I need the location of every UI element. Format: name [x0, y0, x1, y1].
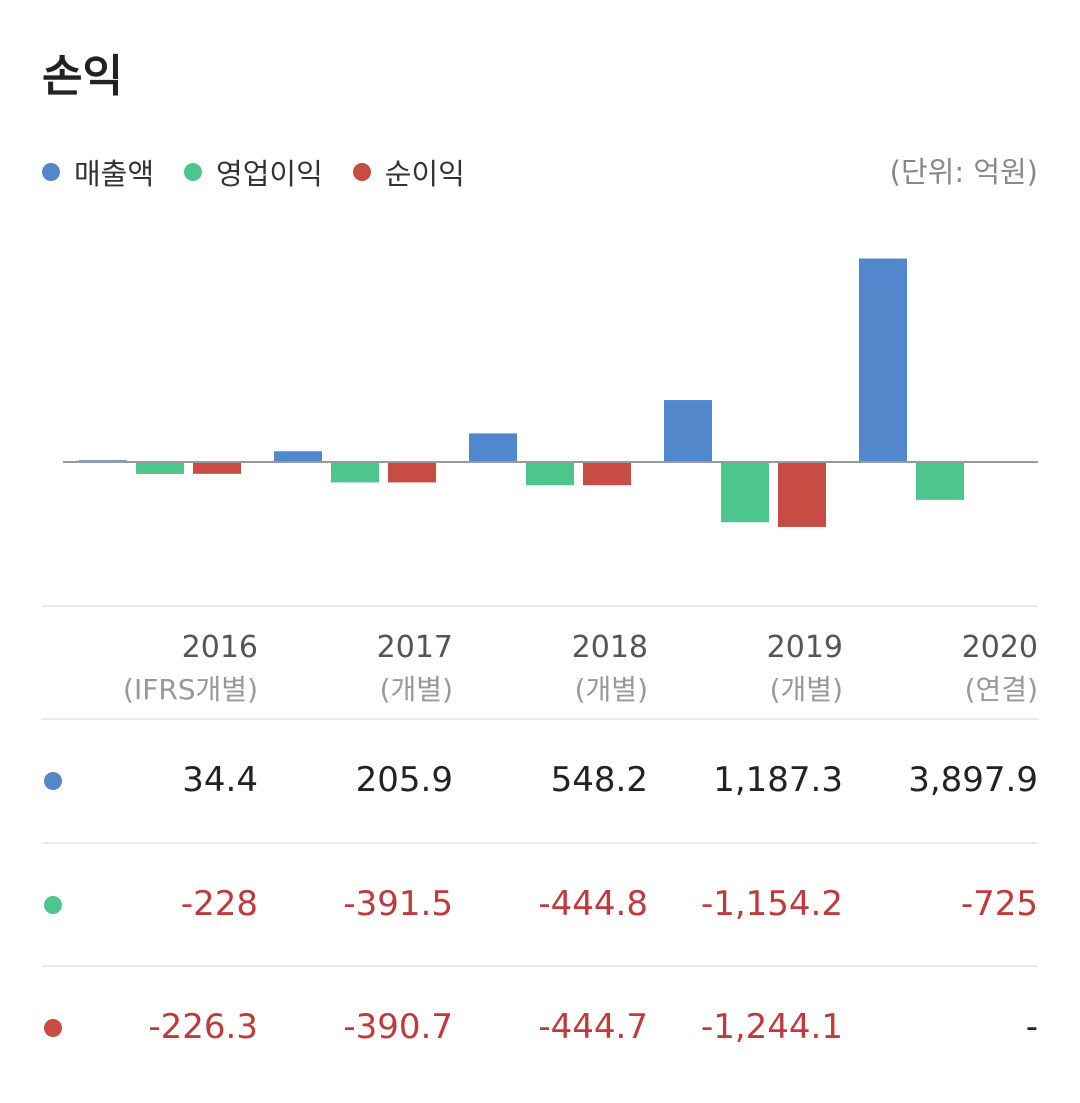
bar-revenue-2017 — [274, 451, 322, 462]
unit-label: (단위: 억원) — [889, 155, 1038, 189]
bar-operating-2016 — [136, 462, 184, 474]
divider — [42, 965, 1038, 967]
table-cell: -228 — [180, 884, 258, 924]
bar-revenue-2018 — [469, 433, 517, 462]
column-year-2019: 2019 — [766, 630, 843, 665]
bar-net-2018 — [583, 462, 631, 486]
table-cell: -1,244.1 — [700, 1007, 843, 1047]
legend-label-net: 순이익 — [384, 157, 465, 191]
column-sub-2017: (개별) — [379, 673, 453, 706]
table-cell: 1,187.3 — [713, 760, 843, 800]
column-sub-2016: (IFRS개별) — [123, 673, 258, 706]
table-cell: 34.4 — [182, 760, 258, 800]
legend-item-revenue: 매출액 — [42, 151, 154, 193]
bar-revenue-2020 — [859, 258, 907, 462]
table-cell: 548.2 — [550, 760, 648, 800]
bar-net-2016 — [193, 462, 241, 474]
divider — [42, 842, 1038, 844]
bar-operating-2018 — [526, 462, 574, 486]
table-cell: -725 — [960, 884, 1038, 924]
divider — [42, 605, 1038, 607]
row-dot-net — [44, 1019, 62, 1037]
legend-label-revenue: 매출액 — [74, 157, 155, 191]
column-year-2017: 2017 — [376, 630, 453, 665]
chart-legend: 매출액 영업이익 순이익 — [42, 150, 495, 194]
bar-operating-2020 — [916, 462, 964, 500]
table-cell: 205.9 — [355, 760, 453, 800]
column-year-2018: 2018 — [571, 630, 648, 665]
bar-net-2019 — [778, 462, 826, 527]
table-cell: -444.8 — [538, 884, 648, 924]
divider — [42, 718, 1038, 720]
table-cell: -390.7 — [343, 1007, 453, 1047]
table-cell: -444.7 — [538, 1007, 648, 1047]
table-cell: -1,154.2 — [700, 884, 843, 924]
row-dot-operating — [44, 896, 62, 914]
table-cell: - — [1025, 1007, 1038, 1047]
legend-dot-operating — [184, 163, 203, 181]
column-year-2020: 2020 — [961, 630, 1038, 665]
bar-chart — [63, 258, 1038, 527]
row-dot-revenue — [44, 772, 62, 790]
legend-dot-net — [352, 163, 371, 181]
table-cell: -226.3 — [148, 1007, 258, 1047]
bar-net-2017 — [388, 462, 436, 483]
page-title: 손익 — [42, 51, 123, 102]
column-year-2016: 2016 — [181, 630, 258, 665]
column-sub-2019: (개별) — [769, 673, 843, 706]
bar-operating-2019 — [721, 462, 769, 523]
table-cell: -391.5 — [343, 884, 453, 924]
table-cell: 3,897.9 — [908, 760, 1038, 800]
column-sub-2018: (개별) — [574, 673, 648, 706]
column-sub-2020: (연결) — [964, 673, 1038, 706]
bar-operating-2017 — [331, 462, 379, 483]
legend-label-operating: 영업이익 — [216, 157, 323, 191]
legend-item-operating: 영업이익 — [184, 151, 323, 193]
legend-dot-revenue — [42, 163, 60, 181]
legend-item-net: 순이익 — [352, 151, 465, 193]
bar-revenue-2019 — [664, 400, 712, 462]
